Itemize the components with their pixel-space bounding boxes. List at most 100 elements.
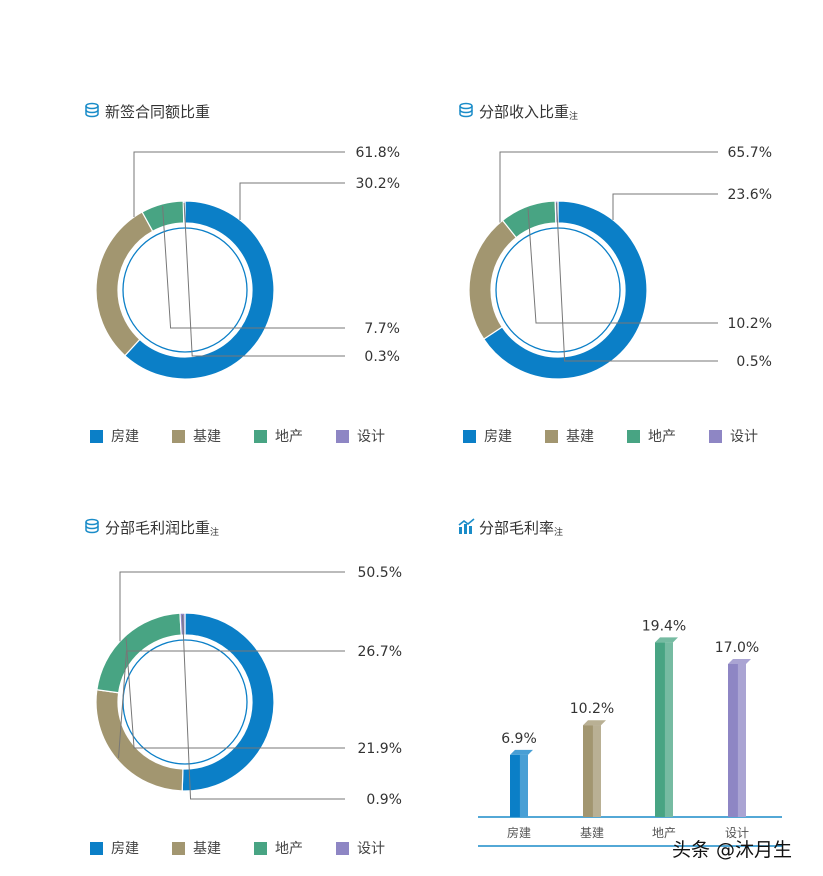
chart-title-text: 分部毛利率 — [479, 519, 555, 537]
legend-label: 房建 — [111, 841, 139, 857]
donut-inner-ring — [122, 639, 248, 765]
legend-label: 房建 — [484, 429, 512, 445]
category-label: 房建 — [507, 825, 531, 840]
bar-基建 — [583, 720, 606, 817]
data-label: 30.2% — [356, 176, 400, 192]
donut-slice-房建 — [124, 200, 275, 380]
donut-chart-gross-profit: 50.5% 26.7% 21.9% 0.9% — [95, 565, 402, 808]
leader-line — [125, 637, 345, 749]
coins-icon — [85, 518, 99, 534]
data-label: 23.6% — [728, 187, 772, 203]
legend-item: 设计 — [336, 838, 385, 858]
category-label: 基建 — [580, 826, 604, 840]
legend-swatch — [254, 429, 267, 443]
data-label: 0.5% — [736, 354, 772, 370]
legend-label: 地产 — [275, 429, 303, 445]
data-label: 0.9% — [366, 792, 402, 808]
legend-swatch — [172, 429, 185, 443]
legend-item: 地产 — [254, 838, 303, 858]
category-label: 地产 — [652, 826, 676, 840]
leader-line — [499, 151, 718, 223]
legend-label: 地产 — [648, 429, 676, 445]
bar-设计 — [728, 659, 751, 817]
chart-title-note: 注 — [569, 112, 579, 122]
chart-title-margin: 分部毛利率注 — [458, 517, 563, 538]
donut-slice-基建 — [95, 211, 154, 357]
legend-swatch — [627, 429, 640, 443]
data-label: 65.7% — [728, 145, 772, 161]
data-label: 0.3% — [364, 349, 400, 365]
watermark-text: 头条 @沐月生 — [672, 839, 793, 861]
chart-title-text: 新签合同额比重 — [105, 103, 211, 121]
legend-item: 基建 — [545, 426, 594, 446]
legend-swatch — [254, 841, 267, 855]
legend-swatch — [336, 841, 349, 855]
legend-item: 房建 — [90, 838, 139, 858]
chart-title-revenue: 分部收入比重注 — [458, 101, 578, 122]
chart-title-gross-profit: 分部毛利润比重注 — [84, 517, 219, 538]
bar-value-label: 6.9% — [501, 731, 537, 747]
bar-chart-margin: 6.9% 房建 10.2% 基建 19.4% 地产 17.0% 设计 — [478, 618, 782, 847]
legend-revenue: 房建 基建 地产 设计 — [463, 426, 791, 446]
bar-value-label: 10.2% — [570, 701, 614, 717]
donut-inner-ring — [495, 227, 621, 353]
chart-title-text: 分部毛利润比重 — [105, 519, 211, 537]
legend-label: 设计 — [730, 429, 758, 445]
leader-line — [527, 208, 718, 324]
data-label: 10.2% — [728, 316, 772, 332]
legend-swatch — [545, 429, 558, 443]
chart-title-note: 注 — [210, 528, 220, 538]
data-label: 7.7% — [364, 321, 400, 337]
bar-value-label: 17.0% — [715, 640, 759, 656]
bar-value-label: 19.4% — [642, 618, 686, 634]
legend-swatch — [709, 429, 722, 443]
chart-title-contract: 新签合同额比重 — [84, 101, 210, 122]
legend-label: 地产 — [275, 841, 303, 857]
legend-label: 设计 — [357, 841, 385, 857]
legend-item: 基建 — [172, 426, 221, 446]
legend-label: 房建 — [111, 429, 139, 445]
donut-chart-contract: 61.8% 30.2% 7.7% 0.3% — [95, 145, 400, 380]
legend-item: 基建 — [172, 838, 221, 858]
chart-title-text: 分部收入比重 — [479, 103, 570, 121]
legend-item: 地产 — [627, 426, 676, 446]
leader-line — [182, 615, 345, 800]
legend-item: 设计 — [709, 426, 758, 446]
legend-gross-profit: 房建 基建 地产 设计 — [90, 838, 418, 858]
donut-inner-ring — [122, 227, 248, 353]
donut-slice-房建 — [482, 200, 648, 380]
leader-line — [556, 202, 718, 362]
legend-swatch — [90, 841, 103, 855]
legend-swatch — [336, 429, 349, 443]
data-label: 21.9% — [358, 741, 402, 757]
donut-chart-revenue: 65.7% 23.6% 10.2% 0.5% — [468, 145, 772, 380]
legend-swatch — [463, 429, 476, 443]
coins-icon — [85, 102, 99, 118]
bar-房建 — [510, 749, 533, 817]
leader-line — [119, 571, 345, 642]
leader-line — [612, 193, 718, 221]
data-label: 61.8% — [356, 145, 400, 161]
chart-title-note: 注 — [554, 528, 564, 538]
legend-label: 基建 — [193, 841, 221, 857]
leader-line — [133, 151, 345, 218]
legend-item: 设计 — [336, 426, 385, 446]
legend-label: 基建 — [193, 429, 221, 445]
legend-swatch — [90, 429, 103, 443]
legend-contract: 房建 基建 地产 设计 — [90, 426, 418, 446]
data-label: 26.7% — [358, 644, 402, 660]
coins-icon — [459, 102, 473, 118]
legend-item: 房建 — [463, 426, 512, 446]
leader-line — [183, 202, 345, 357]
data-label: 50.5% — [358, 565, 402, 581]
donut-slice-基建 — [468, 219, 518, 340]
legend-item: 房建 — [90, 426, 139, 446]
bar-chart-icon — [458, 518, 475, 534]
leader-line — [239, 182, 345, 221]
donut-slice-基建 — [95, 689, 184, 792]
legend-label: 基建 — [566, 429, 594, 445]
donut-slice-地产 — [96, 612, 182, 694]
legend-label: 设计 — [357, 429, 385, 445]
donut-slice-房建 — [181, 612, 275, 792]
legend-item: 地产 — [254, 426, 303, 446]
